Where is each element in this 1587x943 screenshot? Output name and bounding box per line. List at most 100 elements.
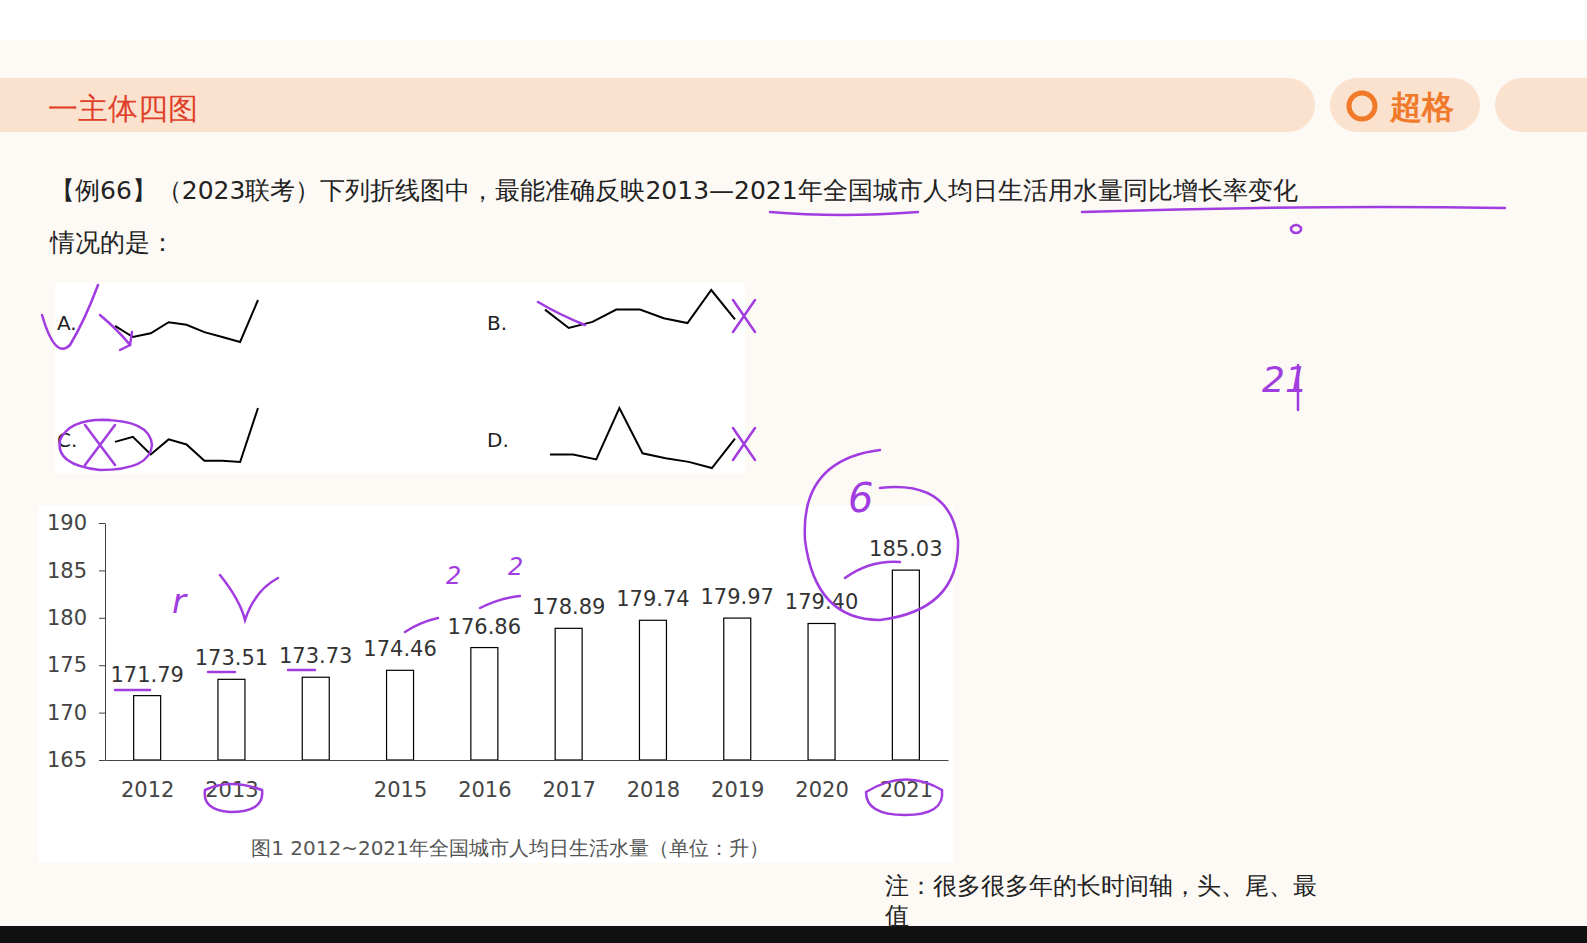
data-label: 173.73 bbox=[279, 644, 352, 668]
handwritten-stroke bbox=[60, 420, 153, 470]
bar bbox=[555, 628, 582, 760]
x-tick: 2020 bbox=[795, 760, 848, 802]
bar bbox=[639, 620, 666, 760]
y-tick-label: 185 bbox=[47, 559, 87, 583]
y-axis-line bbox=[105, 524, 106, 761]
handwritten-stroke bbox=[770, 212, 918, 215]
x-tick-label: 2020 bbox=[795, 778, 848, 802]
x-tick: 2018 bbox=[627, 760, 680, 802]
x-tick: 2015 bbox=[374, 760, 427, 802]
bar bbox=[387, 670, 414, 760]
handwritten-stroke bbox=[1291, 225, 1301, 233]
option-label: B. bbox=[487, 311, 507, 335]
y-tick-mark bbox=[99, 523, 105, 524]
y-tick: 175 bbox=[47, 653, 105, 677]
slide: 一主体四图 超格【例66】（2023联考）下列折线图中，最能准确反映2013—20… bbox=[0, 0, 1587, 943]
bar bbox=[808, 623, 835, 760]
data-label: 174.46 bbox=[363, 637, 436, 661]
handwritten-stroke bbox=[733, 428, 755, 460]
handwritten-stroke bbox=[205, 784, 263, 812]
handwritten-stroke bbox=[42, 285, 98, 349]
handwritten-note: 2 bbox=[446, 562, 461, 590]
top-strip bbox=[0, 0, 1587, 40]
question-line: 情况的是： bbox=[49, 228, 175, 257]
data-label: 179.40 bbox=[785, 590, 858, 614]
x-tick: 2013 bbox=[205, 760, 258, 802]
options-panel bbox=[55, 283, 745, 473]
bottom-strip bbox=[0, 926, 1587, 943]
y-tick-mark bbox=[99, 665, 105, 666]
question-line: 【例66】（2023联考）下列折线图中，最能准确反映2013—2021年全国城市… bbox=[50, 176, 1298, 205]
y-tick-label: 190 bbox=[47, 511, 87, 535]
y-tick: 165 bbox=[47, 748, 105, 772]
option-label: A. bbox=[57, 311, 77, 335]
x-axis: 201220132015201620172018201920202021 bbox=[106, 760, 949, 802]
x-tick: 2017 bbox=[542, 760, 595, 802]
handwritten-stroke bbox=[538, 302, 585, 325]
x-tick: 2019 bbox=[711, 760, 764, 802]
y-tick-mark bbox=[99, 570, 105, 571]
y-axis: 165 170 175 180 185 190 bbox=[47, 511, 106, 772]
x-tick-label: 2017 bbox=[542, 778, 595, 802]
logo-bar bbox=[1330, 78, 1480, 132]
y-tick: 180 bbox=[47, 606, 105, 630]
data-label: 179.97 bbox=[701, 585, 774, 609]
bars bbox=[134, 570, 920, 760]
data-label: 173.51 bbox=[195, 646, 268, 670]
y-tick: 185 bbox=[47, 559, 105, 583]
handwritten-note: 21 bbox=[1262, 359, 1308, 400]
handwritten-stroke bbox=[115, 689, 150, 692]
data-label: 179.74 bbox=[616, 587, 689, 611]
x-axis-line bbox=[106, 760, 949, 761]
x-tick-label: 2018 bbox=[627, 778, 680, 802]
header-title: 一主体四图 bbox=[48, 91, 198, 126]
x-tick-label: 2016 bbox=[458, 778, 511, 802]
y-tick: 190 bbox=[47, 511, 105, 535]
chart-title: 图1 2012~2021年全国城市人均日生活水量（单位：升） bbox=[251, 836, 769, 860]
x-tick: 2016 bbox=[458, 760, 511, 802]
handwritten-stroke bbox=[480, 596, 520, 608]
data-label: 176.86 bbox=[448, 615, 521, 639]
handwritten-note: 6 bbox=[848, 475, 873, 521]
logo-icon bbox=[1349, 93, 1375, 119]
y-tick-label: 165 bbox=[47, 748, 87, 772]
handwritten-stroke bbox=[805, 450, 958, 620]
note-line: 注：很多很多年的长时间轴，头、尾、最 bbox=[885, 872, 1317, 900]
option-line bbox=[115, 300, 258, 342]
y-tick-label: 170 bbox=[47, 701, 87, 725]
x-tick-label: 2012 bbox=[121, 778, 174, 802]
bar bbox=[892, 570, 919, 760]
data-label: 178.89 bbox=[532, 595, 605, 619]
handwritten-stroke bbox=[733, 300, 755, 332]
logo-text: 超格 bbox=[1389, 88, 1454, 126]
handwritten-stroke bbox=[100, 315, 132, 350]
handwritten-stroke bbox=[220, 575, 278, 620]
data-label: 171.79 bbox=[110, 663, 183, 687]
bar bbox=[218, 679, 245, 760]
y-tick: 170 bbox=[47, 701, 105, 725]
x-tick: 2012 bbox=[121, 760, 174, 802]
header-bar bbox=[0, 78, 1315, 132]
handwritten-stroke bbox=[1082, 207, 1505, 212]
option-line bbox=[115, 408, 258, 462]
y-tick-mark bbox=[99, 713, 105, 714]
y-tick-mark bbox=[99, 618, 105, 619]
option-line bbox=[545, 290, 735, 328]
x-tick-label: 2015 bbox=[374, 778, 427, 802]
bar bbox=[302, 677, 329, 760]
y-tick-label: 175 bbox=[47, 653, 87, 677]
chart-panel bbox=[38, 505, 953, 863]
handwritten-stroke bbox=[1297, 365, 1300, 410]
bar bbox=[134, 696, 161, 760]
handwritten-stroke bbox=[866, 779, 942, 815]
handwritten-stroke bbox=[208, 671, 235, 674]
bar bbox=[471, 648, 498, 760]
x-tick-label: 2013 bbox=[205, 778, 258, 802]
handwritten-stroke bbox=[845, 562, 900, 578]
data-label: 185.03 bbox=[869, 537, 942, 561]
handwritten-stroke bbox=[405, 618, 438, 632]
note-line: 值 bbox=[885, 902, 909, 930]
handwritten-stroke bbox=[288, 669, 315, 672]
handwritten-note: r bbox=[172, 581, 188, 621]
x-tick-label: 2019 bbox=[711, 778, 764, 802]
